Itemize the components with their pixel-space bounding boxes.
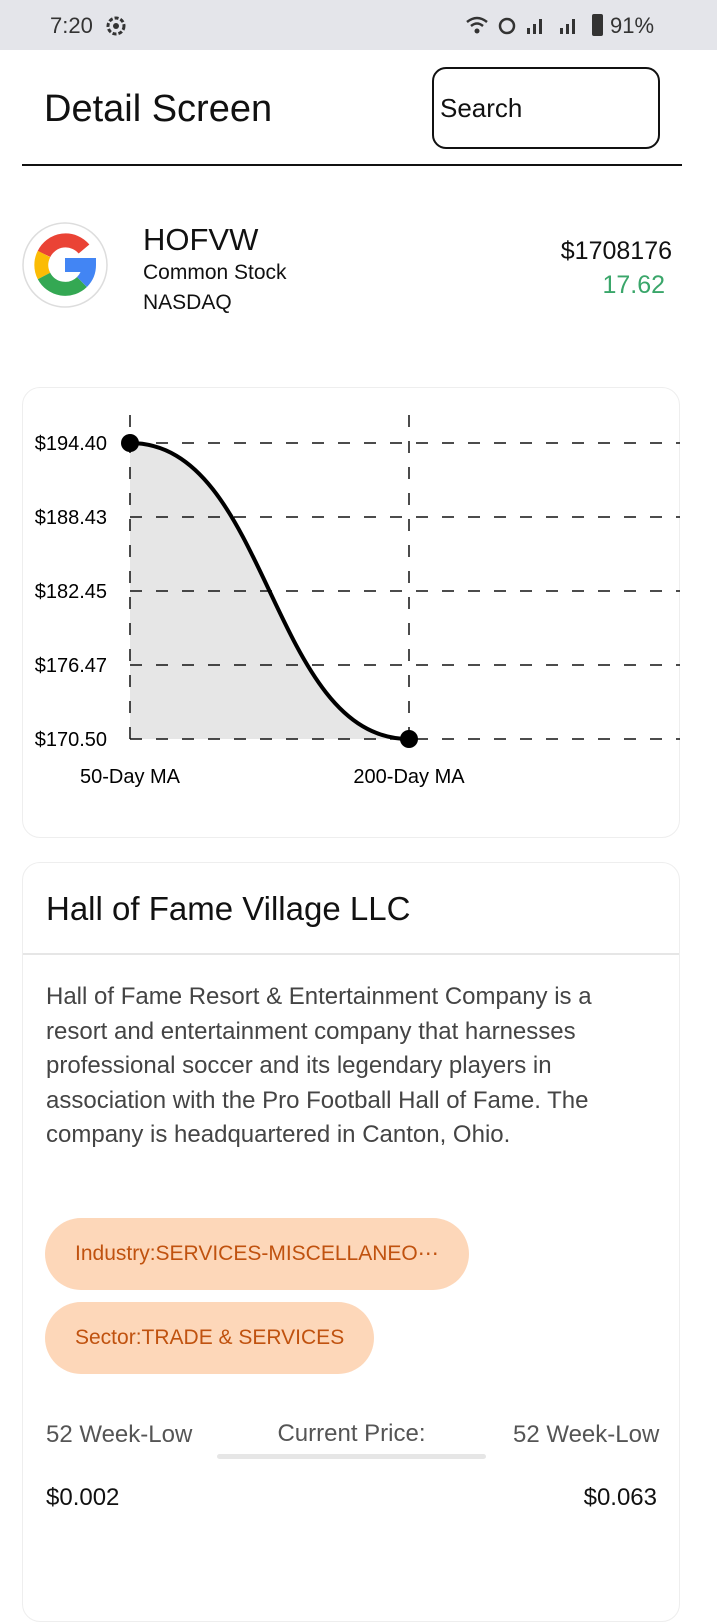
price-change: 17.62 xyxy=(602,271,665,299)
divider xyxy=(22,164,682,166)
card-divider xyxy=(23,953,679,955)
company-logo xyxy=(22,222,108,308)
search-input[interactable]: Search xyxy=(432,67,660,149)
low-value: $0.002 xyxy=(46,1484,120,1511)
point xyxy=(400,730,418,748)
x-tick-label: 200-Day MA xyxy=(353,766,465,788)
screen-title: Detail Screen xyxy=(44,88,273,130)
status-bar: 7:20 91% xyxy=(0,0,717,50)
asset-type: Common Stock xyxy=(143,261,287,284)
high-value: $0.063 xyxy=(583,1484,657,1511)
industry-tag[interactable]: Industry:SERVICES-MISCELLANEO⋯ xyxy=(45,1218,469,1290)
sector-tag[interactable]: Sector:TRADE & SERVICES xyxy=(45,1302,375,1374)
x-tick-label: 50-Day MA xyxy=(80,766,181,788)
signal-icons xyxy=(466,14,603,36)
y-tick-label: $176.47 xyxy=(35,655,107,677)
point xyxy=(121,434,139,452)
current-label: Current Price: xyxy=(277,1420,426,1447)
line xyxy=(129,441,410,741)
company-description: Hall of Fame Resort & Entertainment Comp… xyxy=(46,983,592,1148)
y-tick-label: $188.43 xyxy=(35,507,107,529)
low-label: 52 Week-Low xyxy=(46,1421,193,1448)
price: $1708176 xyxy=(560,237,672,265)
chart-card xyxy=(22,387,680,838)
y-tick-label: $182.45 xyxy=(35,581,107,603)
settings-icon xyxy=(106,16,126,36)
high-label: 52 Week-Low xyxy=(513,1421,660,1448)
current-bar xyxy=(217,1454,486,1459)
battery: 91% xyxy=(610,13,655,38)
y-tick-label: $170.50 xyxy=(35,729,107,751)
company-name: Hall of Fame Village LLC xyxy=(46,890,411,927)
chart: $194.40 $188.43 $182.45 $176.47 $170.50 50-Da… xyxy=(35,415,680,788)
time: 7:20 xyxy=(50,13,93,38)
symbol: HOFVW xyxy=(143,222,259,257)
exchange: NASDAQ xyxy=(143,291,232,314)
y-tick-label: $194.40 xyxy=(35,433,107,455)
